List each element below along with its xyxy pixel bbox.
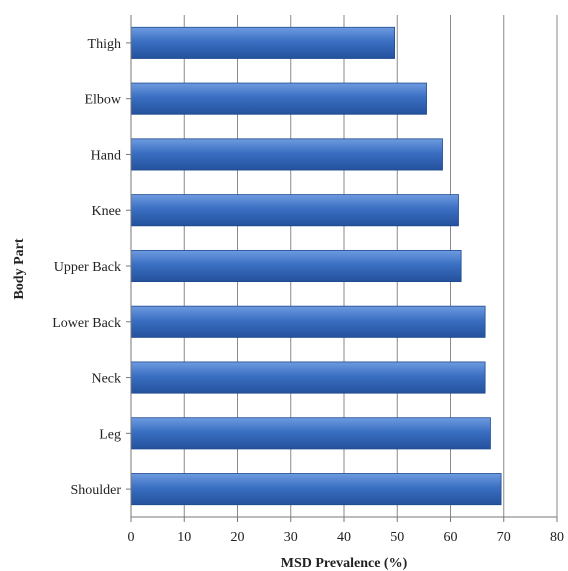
bar-upper-back bbox=[130, 249, 462, 283]
bar-lower-back bbox=[130, 305, 486, 338]
x-tick-label: 30 bbox=[284, 530, 298, 545]
x-tick-label: 80 bbox=[550, 530, 564, 545]
x-axis-title: MSD Prevalence (%) bbox=[281, 556, 408, 571]
category-label: Lower Back bbox=[52, 316, 121, 331]
x-tick-label: 20 bbox=[231, 530, 245, 545]
category-label: Elbow bbox=[84, 93, 121, 108]
bar-shoulder bbox=[130, 473, 502, 506]
category-label: Knee bbox=[91, 204, 121, 219]
x-tick-label: 10 bbox=[177, 530, 191, 545]
bar-leg bbox=[130, 417, 491, 450]
category-label: Thigh bbox=[88, 37, 121, 52]
y-axis-title: Body Part bbox=[12, 238, 27, 299]
category-label: Shoulder bbox=[70, 483, 121, 498]
bars bbox=[130, 26, 502, 506]
bar-neck bbox=[130, 361, 486, 394]
labels: 0 10 20 30 40 50 60 70 80 Thigh Elbow Hand Knee Upper… bbox=[52, 37, 564, 545]
bar-knee bbox=[130, 194, 459, 227]
x-tick-label: 60 bbox=[444, 530, 458, 545]
category-label: Neck bbox=[91, 372, 121, 387]
x-tick-label: 70 bbox=[497, 530, 511, 545]
category-label: Leg bbox=[99, 427, 121, 442]
x-tick-label: 0 bbox=[128, 530, 135, 545]
x-tick-label: 50 bbox=[390, 530, 404, 545]
category-label: Upper Back bbox=[54, 260, 121, 275]
x-tick-label: 40 bbox=[337, 530, 351, 545]
bar-thigh bbox=[130, 26, 395, 59]
category-label: Hand bbox=[91, 148, 121, 163]
bar-elbow bbox=[130, 82, 427, 115]
bar-hand bbox=[130, 138, 443, 171]
